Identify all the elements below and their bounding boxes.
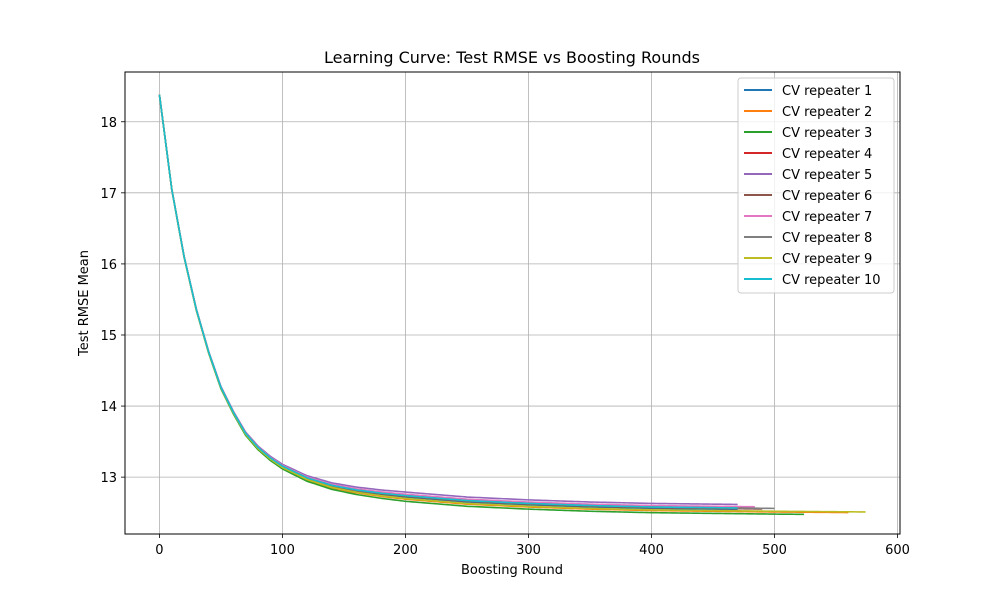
series-line-9 — [158, 94, 866, 513]
series-line-3 — [158, 94, 805, 516]
series-line-6 — [158, 94, 763, 510]
legend-label-6: CV repeater 6 — [782, 189, 872, 204]
legend-label-2: CV repeater 2 — [782, 105, 872, 120]
series-lines — [158, 94, 866, 516]
y-tick-label: 18 — [100, 116, 117, 131]
legend-box — [737, 77, 895, 294]
x-axis-ticks: 0 100 200 300 400 500 600 — [155, 534, 910, 558]
y-axis-label: Test RMSE Mean — [77, 250, 92, 357]
y-tick-label: 13 — [100, 471, 117, 486]
legend-label-3: CV repeater 3 — [782, 126, 872, 141]
plot-frame — [124, 71, 901, 535]
x-tick-label: 0 — [155, 543, 163, 558]
x-tick-label: 400 — [639, 543, 664, 558]
series-line-7 — [158, 94, 755, 508]
x-tick-label: 500 — [762, 543, 787, 558]
y-tick-label: 14 — [100, 400, 117, 415]
series-line-8 — [158, 94, 775, 510]
x-tick-label: 100 — [270, 543, 295, 558]
legend-label-9: CV repeater 9 — [782, 252, 872, 267]
legend-label-7: CV repeater 7 — [782, 210, 872, 225]
legend: CV repeater 1 CV repeater 2 CV repeater 3 C… — [737, 77, 895, 294]
y-tick-label: 16 — [100, 258, 117, 273]
series-line-10 — [158, 94, 738, 509]
legend-label-1: CV repeater 1 — [782, 84, 872, 99]
y-axis-ticks: 13 14 15 16 17 18 — [100, 116, 125, 486]
legend-label-8: CV repeater 8 — [782, 231, 872, 246]
legend-label-5: CV repeater 5 — [782, 168, 872, 183]
x-tick-label: 600 — [885, 543, 910, 558]
series-line-1 — [158, 94, 738, 511]
legend-label-10: CV repeater 10 — [782, 273, 881, 288]
legend-label-4: CV repeater 4 — [782, 147, 872, 162]
x-tick-label: 200 — [393, 543, 418, 558]
series-line-5 — [158, 94, 738, 506]
chart-title: Learning Curve: Test RMSE vs Boosting Ro… — [324, 48, 700, 67]
y-tick-label: 15 — [100, 329, 117, 344]
x-tick-label: 300 — [516, 543, 541, 558]
y-tick-label: 17 — [100, 187, 117, 202]
x-axis-label: Boosting Round — [461, 563, 563, 578]
series-line-4 — [158, 94, 750, 509]
